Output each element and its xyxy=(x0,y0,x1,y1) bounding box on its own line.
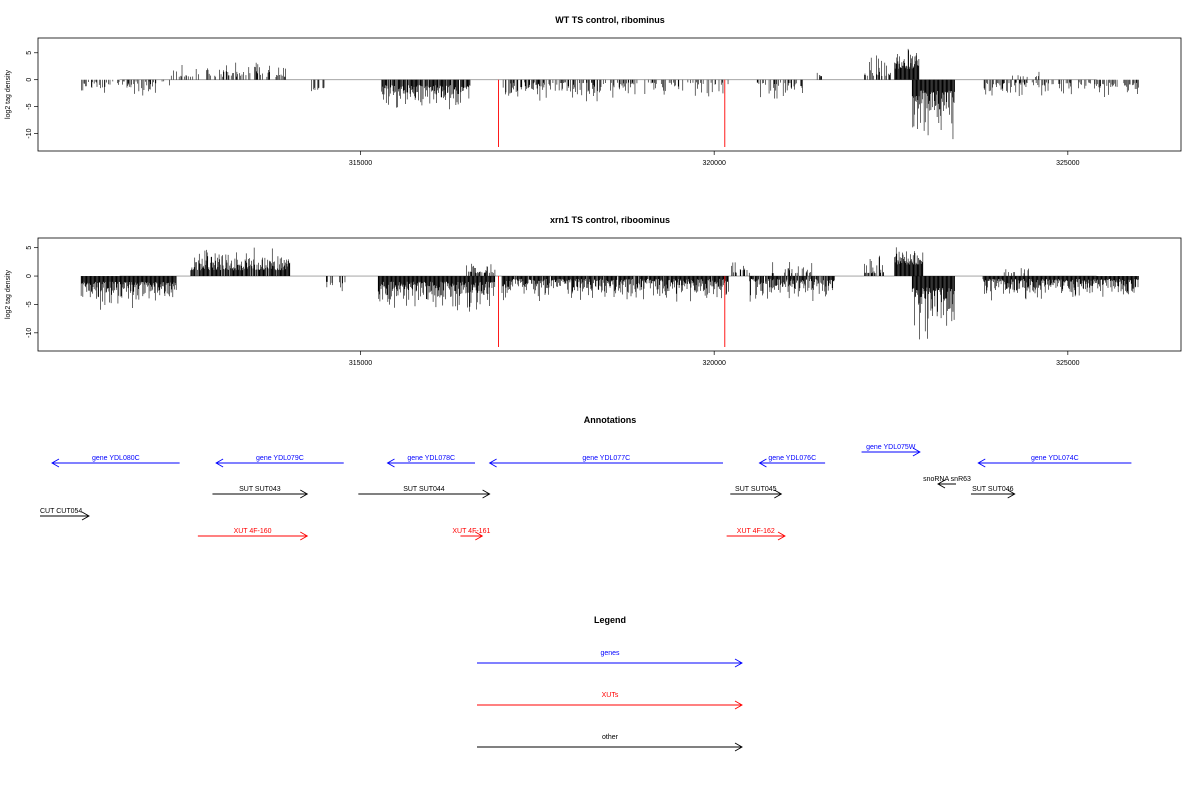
legend-arrowhead xyxy=(734,658,743,668)
y-tick-label: -5 xyxy=(26,301,33,307)
feature-label: SUT SUT043 xyxy=(239,486,281,493)
feature-arrowhead xyxy=(300,489,309,499)
y-tick-label: 5 xyxy=(26,51,33,55)
panel-xrn1-ylabel: log2 tag density xyxy=(5,269,12,319)
feature-label: SUT SUT045 xyxy=(735,486,777,493)
annotation-feature: XUT 4F-161 xyxy=(452,528,490,541)
annotation-feature: gene YDL079C xyxy=(215,455,344,468)
annotations-track: Annotations gene YDL080C gene YDL079C gene… xyxy=(40,415,1132,541)
feature-arrowhead xyxy=(1007,489,1016,499)
feature-arrowhead xyxy=(81,511,90,521)
feature-label: snoRNA snR63 xyxy=(923,476,971,483)
legend-label: genes xyxy=(600,650,620,657)
annotation-feature: XUT 4F-160 xyxy=(197,528,309,541)
panel-xrn1-frame xyxy=(37,237,1182,352)
panel-xrn1-highlight-bars xyxy=(498,276,726,347)
y-tick-label: 0 xyxy=(26,274,33,278)
x-tick-label: 325000 xyxy=(1056,160,1079,167)
legend-arrowhead xyxy=(734,700,743,710)
legend-label: XUTs xyxy=(602,692,619,699)
feature-label: gene YDL078C xyxy=(407,455,455,462)
feature-label: gene YDL074C xyxy=(1031,455,1079,462)
y-tick-label: 5 xyxy=(26,246,33,250)
panel-wt-bars xyxy=(81,48,1139,140)
feature-arrowhead xyxy=(51,458,60,468)
annotation-feature: SUT SUT045 xyxy=(730,486,783,499)
y-tick-label: -10 xyxy=(26,128,33,138)
feature-arrowhead xyxy=(475,531,484,541)
annotations-title: Annotations xyxy=(584,415,637,425)
x-tick-label: 315000 xyxy=(349,360,372,367)
annotation-feature: SUT SUT044 xyxy=(358,486,491,499)
panel-xrn1: xrn1 TS control, riboominus log2 tag den… xyxy=(5,215,1182,367)
panel-wt-x-axis: 315000 320000 325000 xyxy=(349,151,1080,167)
feature-arrowhead xyxy=(774,489,783,499)
panel-wt-frame xyxy=(37,37,1182,152)
legend-entry: genes xyxy=(477,650,743,668)
feature-arrowhead xyxy=(300,531,309,541)
legend-arrowhead xyxy=(734,742,743,752)
annotation-feature: snoRNA snR63 xyxy=(923,476,971,489)
feature-label: gene YDL080C xyxy=(92,455,140,462)
annotation-feature: XUT 4F-162 xyxy=(726,528,786,541)
y-tick-label: -10 xyxy=(26,328,33,338)
feature-label: gene YDL075W xyxy=(866,444,916,451)
y-tick-label: -5 xyxy=(26,103,33,109)
feature-label: XUT 4F-162 xyxy=(737,528,775,535)
annotation-feature: gene YDL078C xyxy=(386,455,476,468)
feature-label: gene YDL077C xyxy=(582,455,630,462)
annotation-feature: gene YDL076C xyxy=(758,455,826,468)
panel-xrn1-x-axis: 315000 320000 325000 xyxy=(349,351,1080,367)
panel-wt-ylabel: log2 tag density xyxy=(5,69,12,119)
panel-xrn1-y-axis: 5 0 -5 -10 xyxy=(26,246,38,338)
panel-wt-highlight-bars xyxy=(498,79,726,147)
legend-entry: other xyxy=(477,734,743,752)
x-tick-label: 325000 xyxy=(1056,360,1079,367)
annotation-feature: gene YDL080C xyxy=(51,455,180,468)
x-tick-label: 315000 xyxy=(349,160,372,167)
feature-arrowhead xyxy=(937,479,946,489)
annotation-features: gene YDL080C gene YDL079C gene YDL078C gene… xyxy=(40,444,1132,541)
feature-label: SUT SUT046 xyxy=(972,486,1014,493)
panel-xrn1-title: xrn1 TS control, riboominus xyxy=(550,215,670,225)
panel-wt-title: WT TS control, ribominus xyxy=(555,15,665,25)
panel-xrn1-bars xyxy=(80,247,1139,340)
panel-wt: WT TS control, ribominus log2 tag densit… xyxy=(5,15,1182,167)
feature-arrowhead xyxy=(482,489,491,499)
feature-label: XUT 4F-161 xyxy=(452,528,490,535)
annotation-feature: SUT SUT043 xyxy=(212,486,309,499)
feature-arrowhead xyxy=(758,458,767,468)
feature-arrowhead xyxy=(386,458,395,468)
legend-title: Legend xyxy=(594,615,626,625)
feature-arrowhead xyxy=(777,531,786,541)
annotation-feature: SUT SUT046 xyxy=(970,486,1016,499)
feature-arrowhead xyxy=(488,458,497,468)
feature-label: SUT SUT044 xyxy=(403,486,445,493)
panel-wt-y-axis: 5 0 -5 -10 xyxy=(26,51,38,139)
x-tick-label: 320000 xyxy=(703,360,726,367)
y-tick-label: 0 xyxy=(26,78,33,82)
feature-arrowhead xyxy=(215,458,224,468)
feature-label: gene YDL076C xyxy=(768,455,816,462)
annotation-feature: gene YDL075W xyxy=(861,444,921,457)
legend-entry: XUTs xyxy=(477,692,743,710)
feature-label: gene YDL079C xyxy=(256,455,304,462)
legend-entries: genes XUTs other xyxy=(477,650,743,752)
legend-label: other xyxy=(602,734,619,741)
feature-arrowhead xyxy=(977,458,986,468)
feature-arrowhead xyxy=(912,447,921,457)
feature-label: XUT 4F-160 xyxy=(234,528,272,535)
annotation-feature: CUT CUT054 xyxy=(40,508,90,521)
feature-label: CUT CUT054 xyxy=(40,508,82,515)
x-tick-label: 320000 xyxy=(703,160,726,167)
legend: Legend genes XUTs other xyxy=(477,615,743,752)
annotation-feature: gene YDL077C xyxy=(488,455,723,468)
annotation-feature: gene YDL074C xyxy=(977,455,1132,468)
